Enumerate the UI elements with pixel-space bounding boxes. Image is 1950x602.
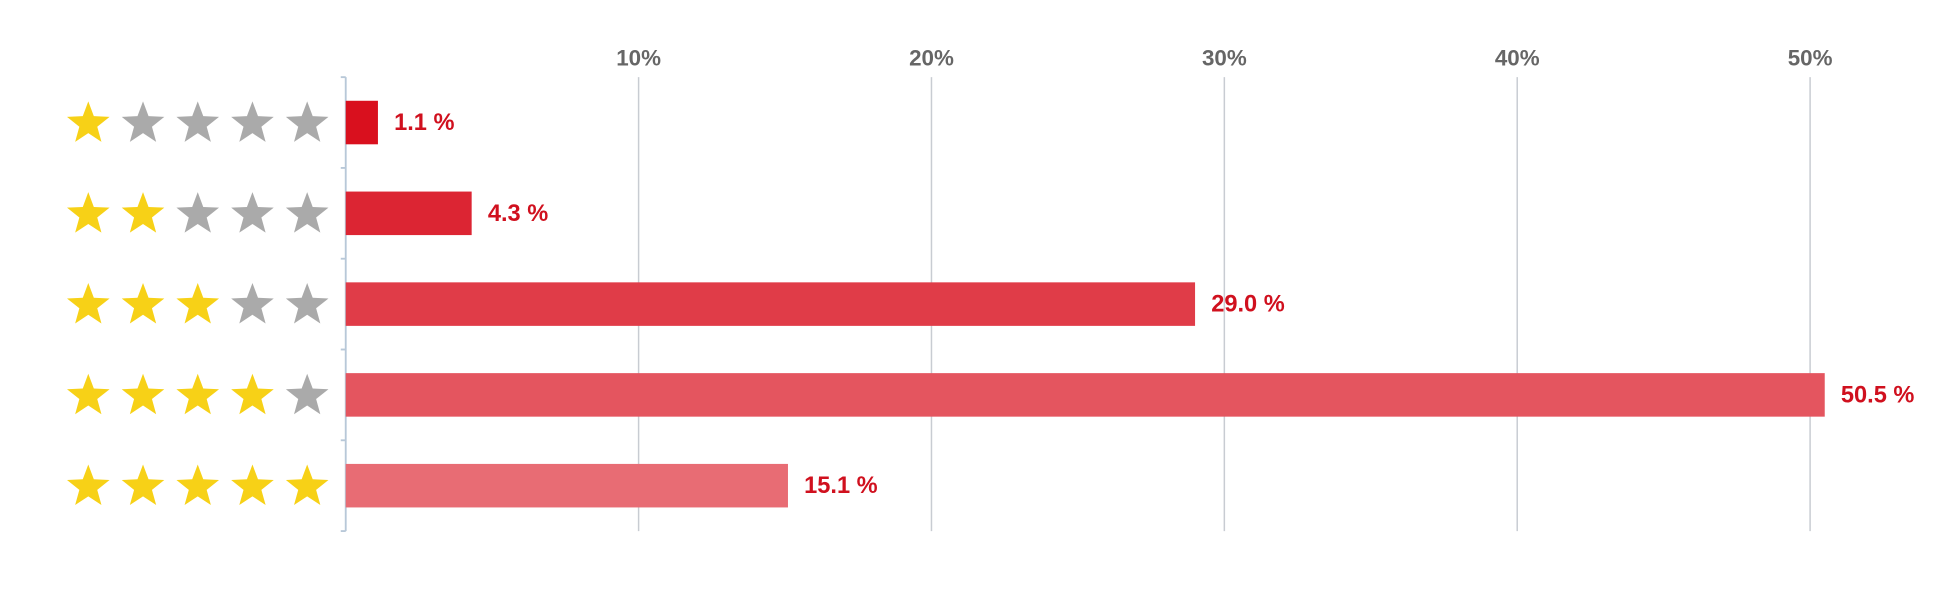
star <box>285 101 329 142</box>
star <box>67 101 110 142</box>
bar <box>345 100 378 145</box>
value-label: 1.1 % <box>394 110 454 136</box>
star-rating <box>67 192 329 233</box>
star <box>67 464 110 506</box>
star-rating <box>67 373 329 415</box>
star <box>285 464 329 506</box>
star <box>285 373 329 415</box>
value-label: 15.1 % <box>804 473 878 499</box>
star <box>176 101 220 142</box>
star-rating <box>67 101 329 142</box>
star <box>231 373 274 415</box>
x-tick-label: 10% <box>616 46 661 71</box>
star <box>176 464 220 506</box>
star <box>231 282 274 324</box>
x-tick-label: 40% <box>1495 46 1540 71</box>
star <box>176 282 220 324</box>
value-label: 50.5 % <box>1841 382 1915 408</box>
value-label: 29.0 % <box>1211 292 1285 318</box>
star <box>121 282 165 324</box>
star <box>176 192 220 233</box>
star <box>121 192 165 233</box>
bar <box>345 463 788 508</box>
x-tick-label: 50% <box>1788 46 1833 71</box>
star <box>67 282 110 324</box>
star <box>231 464 274 506</box>
star <box>231 101 274 142</box>
bar <box>345 373 1825 417</box>
star <box>176 373 220 415</box>
star <box>67 192 110 233</box>
star <box>285 192 329 233</box>
star-rating <box>67 282 329 324</box>
bar <box>345 191 472 236</box>
star <box>231 192 274 233</box>
value-label: 4.3 % <box>488 201 548 227</box>
x-tick-label: 30% <box>1202 46 1247 71</box>
star <box>121 373 165 415</box>
x-tick-label: 20% <box>909 46 954 71</box>
star <box>121 464 165 506</box>
star <box>285 282 329 324</box>
star-rating <box>67 464 329 506</box>
star <box>121 101 165 142</box>
star <box>67 373 110 415</box>
bar <box>345 282 1196 326</box>
